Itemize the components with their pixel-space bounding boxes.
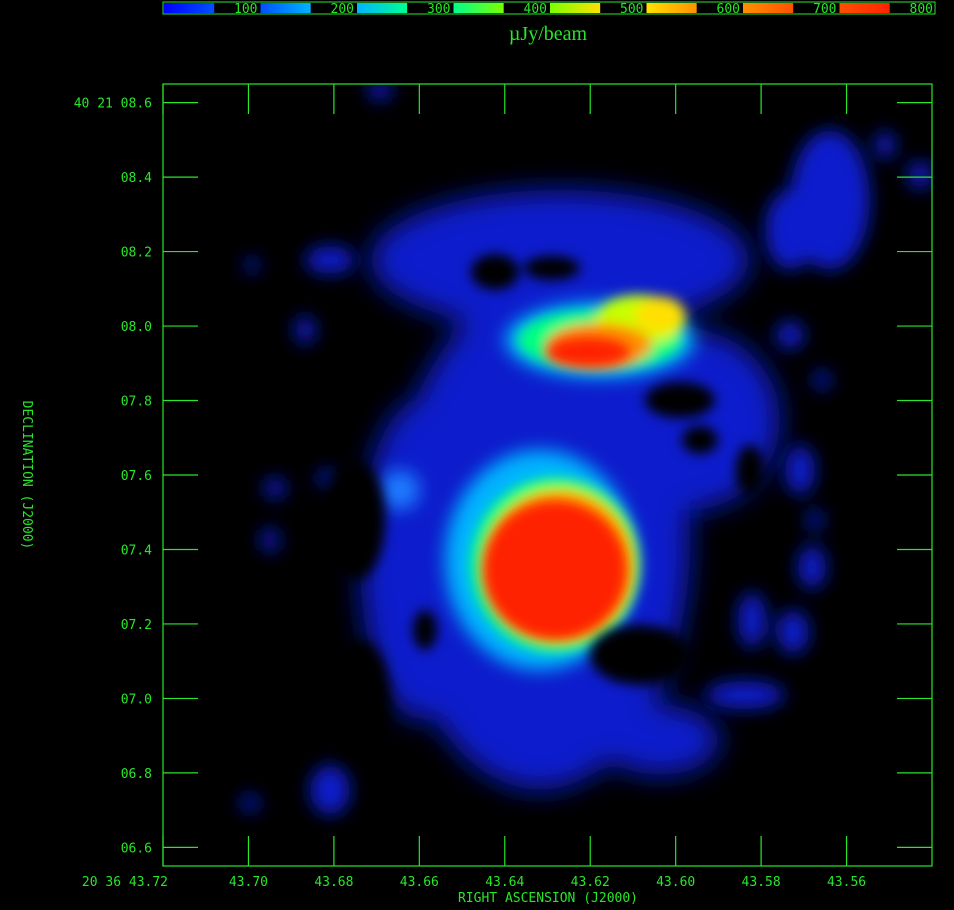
x-tick-label: 43.60: [656, 875, 695, 890]
colorbar-tick-label: 600: [717, 2, 740, 17]
emission-voids: [325, 254, 764, 760]
x-axis-tick-labels: 20 36 43.72 43.70 43.68 43.66 43.64 43.62 43.6…: [82, 875, 866, 890]
x-tick-label: 43.66: [400, 875, 439, 890]
x-tick-label: 43.68: [314, 875, 353, 890]
core-peak: [483, 337, 630, 640]
y-tick-label: 07.4: [121, 543, 152, 558]
y-tick-label: 07.0: [121, 692, 152, 707]
x-axis-label: RIGHT ASCENSION (J2000): [458, 891, 638, 906]
y-axis-ticks: [163, 102, 932, 848]
plot-frame: [162, 83, 933, 867]
colorbar-tick-labels: 100 200 300 400 500 600 700 800: [234, 2, 933, 17]
x-tick-label: 43.64: [485, 875, 524, 890]
x-tick-label: 43.56: [827, 875, 866, 890]
colorbar-tick-label: 500: [620, 2, 643, 17]
colorbar-segment: [743, 3, 794, 13]
y-tick-label: 06.6: [121, 841, 152, 856]
colorbar-segments: [164, 3, 890, 13]
x-tick-label: 20 36 43.72: [82, 875, 168, 890]
emission-islands: [240, 84, 932, 815]
colorbar-tick-label: 700: [813, 2, 836, 17]
colorbar-segment: [453, 3, 504, 13]
colorbar-segment: [839, 3, 890, 13]
x-axis-ticks: [162, 84, 848, 866]
colorbar-segment: [646, 3, 697, 13]
colorbar-tick-label: 200: [331, 2, 354, 17]
colorbar-segment: [550, 3, 601, 13]
x-tick-label: 43.70: [229, 875, 268, 890]
y-tick-label: 06.8: [121, 767, 152, 782]
colorbar-segment: [164, 3, 215, 13]
y-axis-label-text: DECLINATION (J2000): [19, 401, 34, 550]
colorbar-segment: [357, 3, 408, 13]
colorbar-segment: [260, 3, 311, 13]
colorbar-unit-label: µJy/beam: [509, 23, 588, 45]
y-tick-label: 07.2: [121, 618, 152, 633]
y-tick-label: 08.2: [121, 246, 152, 261]
y-axis-label: DECLINATION (J2000): [19, 401, 34, 550]
y-tick-label: 08.0: [121, 320, 152, 335]
y-axis-tick-labels: 40 21 08.6 08.4 08.2 08.0 07.8 07.6 07.4 07.2 07…: [74, 97, 152, 857]
colorbar: 100 200 300 400 500 600 700 800 µJy/beam: [162, 1, 936, 45]
y-tick-label: 07.8: [121, 395, 152, 410]
colorbar-tick-label: 100: [234, 2, 257, 17]
colorbar-tick-label: 400: [524, 2, 547, 17]
y-tick-label: 40 21 08.6: [74, 97, 152, 112]
y-tick-label: 07.6: [121, 469, 152, 484]
colorbar-tick-label: 300: [427, 2, 450, 17]
x-tick-label: 43.62: [571, 875, 610, 890]
x-tick-label: 43.58: [742, 875, 781, 890]
intensity-map: [163, 84, 932, 866]
y-tick-label: 08.4: [121, 171, 152, 186]
colorbar-tick-label: 800: [910, 2, 933, 17]
